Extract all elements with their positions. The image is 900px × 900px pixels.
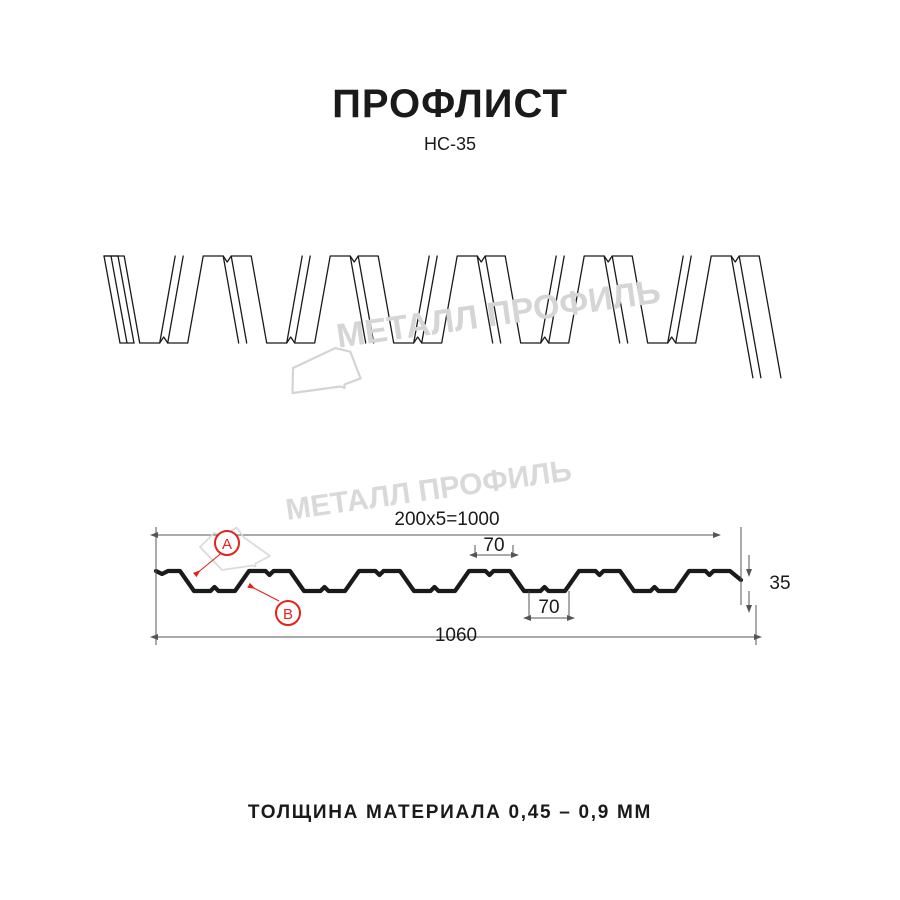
svg-text:200x5=1000: 200x5=1000: [394, 509, 499, 530]
svg-text:1060: 1060: [435, 625, 477, 646]
svg-text:70: 70: [483, 535, 504, 556]
svg-text:70: 70: [538, 597, 559, 618]
svg-text:B: B: [283, 606, 293, 623]
svg-text:35: 35: [769, 573, 790, 594]
svg-text:A: A: [222, 536, 232, 553]
